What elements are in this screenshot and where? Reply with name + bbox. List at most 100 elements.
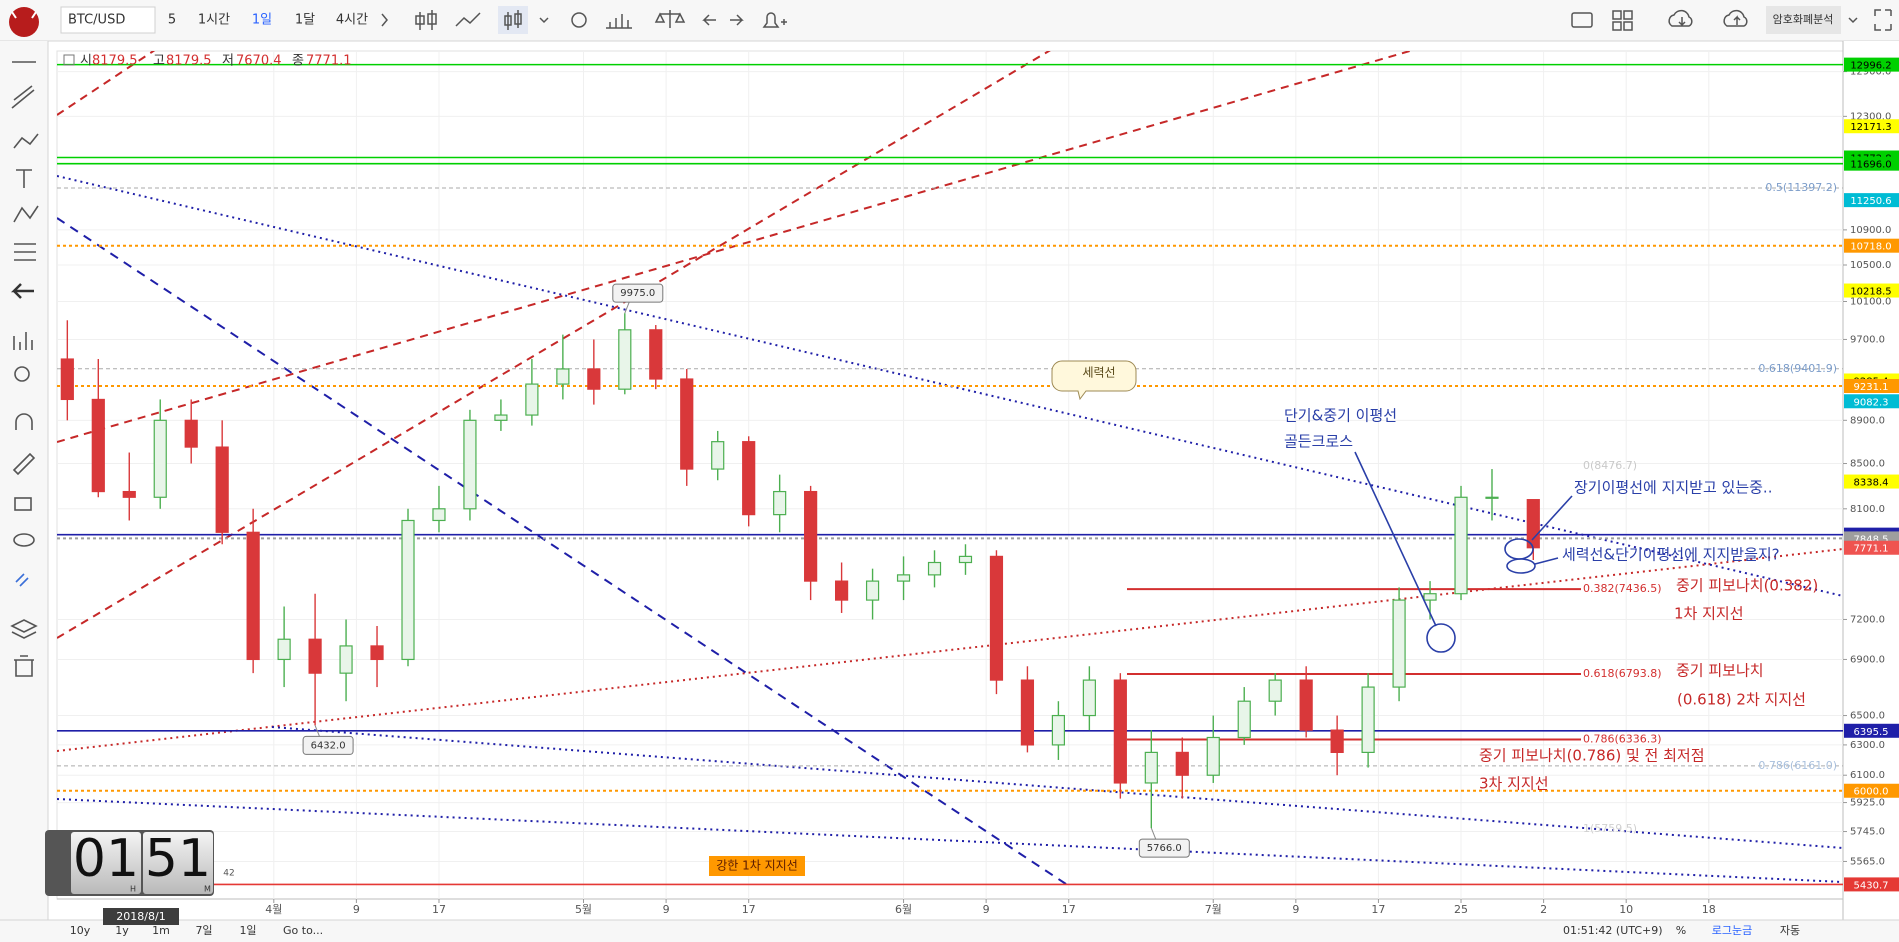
goto-button[interactable]: Go to... <box>283 924 323 937</box>
cloud-load-icon[interactable] <box>1668 9 1693 27</box>
annotation: (0.618) 2차 지지선 <box>1677 691 1806 709</box>
trend-line <box>57 51 1414 443</box>
candle-body <box>184 419 198 448</box>
candle-body <box>153 419 167 498</box>
visibility-tool[interactable] <box>13 533 35 547</box>
candle-body <box>463 419 477 510</box>
text-tool[interactable] <box>16 169 32 188</box>
level-label: 9231.1 <box>1854 382 1889 393</box>
fullscreen-icon[interactable] <box>1874 9 1892 31</box>
annotation: 단기&중기 이평선 <box>1284 407 1397 425</box>
back-tool[interactable] <box>10 283 34 299</box>
trend-line <box>57 51 1051 639</box>
time-display: 01:51:42 (UTC+9) <box>1563 924 1663 937</box>
plot-layer <box>57 63 1843 886</box>
candle-body <box>215 446 229 533</box>
range-button[interactable]: 1m <box>152 924 170 937</box>
link-tool[interactable] <box>15 573 29 587</box>
candle-body <box>122 490 136 498</box>
level-label: 12171.3 <box>1850 122 1891 133</box>
range-button[interactable]: 7일 <box>195 923 212 937</box>
selected-chart-style[interactable] <box>498 6 528 34</box>
symbol-box[interactable] <box>60 6 156 34</box>
analysis-dropdown[interactable] <box>1848 17 1858 24</box>
range-button[interactable]: 1일 <box>239 923 256 937</box>
percent-toggle[interactable]: % <box>1676 924 1686 937</box>
x-tick-label: 17 <box>742 903 756 916</box>
zoom-tool[interactable] <box>14 366 30 382</box>
auto-toggle[interactable]: 자동 <box>1780 924 1800 937</box>
drawing-tools[interactable] <box>10 61 39 677</box>
avatar-horns <box>11 11 37 19</box>
pen-tool[interactable] <box>13 133 39 149</box>
avatar-icon <box>9 7 39 37</box>
layout-icon[interactable] <box>1612 10 1622 20</box>
level-label: 12996.2 <box>1850 61 1891 72</box>
symbol[interactable]: BTC/USD <box>68 13 125 28</box>
log-toggle[interactable]: 로그눈금 <box>1712 924 1752 937</box>
level-label: 9082.3 <box>1854 397 1889 408</box>
undo-icon[interactable] <box>702 14 716 26</box>
y-tick-label: 12300.0 <box>1850 111 1891 122</box>
interval-button[interactable]: 1일 <box>252 13 272 28</box>
candles-icon[interactable] <box>504 10 522 30</box>
line-icon[interactable] <box>455 12 481 27</box>
cloud-save-icon[interactable] <box>1723 9 1748 27</box>
redo-icon[interactable] <box>730 14 744 26</box>
level-label: 10718.0 <box>1850 242 1891 253</box>
candle-body <box>1392 599 1406 688</box>
style-dropdown[interactable] <box>539 17 549 24</box>
settings-icon[interactable] <box>571 12 587 28</box>
compare-icon[interactable] <box>654 10 686 28</box>
annotation-circle <box>1426 623 1456 653</box>
interval-dropdown[interactable] <box>381 13 388 27</box>
interval-button[interactable]: 1달 <box>295 13 315 28</box>
x-tick-label: 10 <box>1619 903 1633 916</box>
fib-tool[interactable] <box>14 243 36 261</box>
camera-icon[interactable] <box>1571 12 1593 28</box>
fib-label: 1(5759.5) <box>1583 822 1637 835</box>
pattern-tool[interactable] <box>13 205 39 223</box>
level-label: 6395.5 <box>1854 727 1889 738</box>
y-tick-label: 5925.0 <box>1850 798 1885 809</box>
bars-icon[interactable] <box>415 10 437 30</box>
candle-body <box>680 378 694 470</box>
candle-body <box>1206 736 1220 776</box>
alert-icon[interactable] <box>762 12 787 28</box>
annotation: 세력선 <box>1082 366 1115 380</box>
candle-body <box>1268 679 1282 702</box>
layers-tool[interactable] <box>10 619 38 639</box>
annotation-arrow <box>1354 451 1437 627</box>
range-button[interactable]: 1y <box>115 924 129 937</box>
clock-panel <box>71 832 141 894</box>
level-tag <box>1844 193 1899 208</box>
indicators-icon[interactable] <box>606 14 632 29</box>
analysis-button[interactable]: 암호화폐분석 <box>1773 13 1834 26</box>
lock-drawing-tool[interactable] <box>12 452 36 476</box>
price-label: 9975.0 <box>620 288 655 299</box>
layout-icon[interactable] <box>1623 10 1633 20</box>
trendline-tool[interactable] <box>11 85 35 109</box>
fib-label: 0.786(6161.0) <box>1758 759 1837 772</box>
lock-tool[interactable] <box>14 497 32 511</box>
candle-body <box>494 414 508 421</box>
measure-tool[interactable] <box>13 332 33 350</box>
candle-body <box>1485 496 1499 499</box>
price-label: 6432.0 <box>311 740 346 751</box>
layout-icon[interactable] <box>1623 21 1633 31</box>
x-tick-label: 7월 <box>1205 903 1222 916</box>
candle-body <box>989 555 1004 681</box>
interval-button[interactable]: 1시간 <box>198 13 230 28</box>
toolbar-icons[interactable] <box>381 9 1892 31</box>
candle-body <box>1144 751 1158 784</box>
candle-body <box>865 580 880 601</box>
magnet-tool[interactable] <box>15 413 33 430</box>
delete-tool[interactable] <box>14 655 34 677</box>
layout-icon[interactable] <box>1612 21 1622 31</box>
range-button[interactable]: 10y <box>70 924 91 937</box>
interval-button[interactable]: 4시간 <box>336 13 368 28</box>
interval-button[interactable]: 5 <box>168 13 176 28</box>
candle-body <box>1454 496 1468 595</box>
analysis-button-bg[interactable] <box>1766 6 1841 34</box>
fib-label: 0.618(6793.8) <box>1583 667 1662 680</box>
